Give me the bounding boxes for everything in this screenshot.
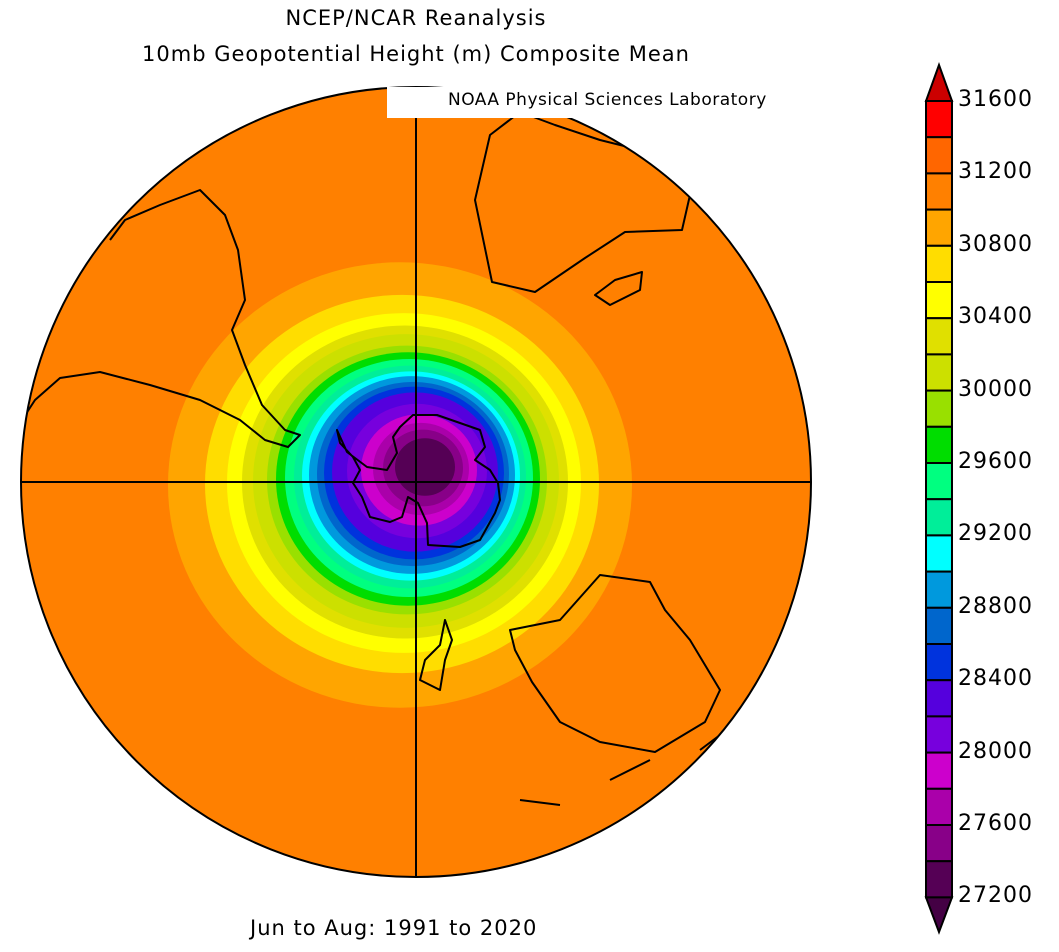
colorbar-box — [925, 172, 953, 211]
credit-text: NOAA Physical Sciences Laboratory — [448, 90, 767, 110]
colorbar-box — [925, 462, 953, 501]
colorbar — [924, 62, 954, 935]
colorbar-tick-label: 28800 — [958, 593, 1033, 619]
colorbar-box — [925, 425, 953, 464]
title-line-2: 10mb Geopotential Height (m) Composite M… — [142, 42, 690, 66]
colorbar-box — [925, 244, 953, 284]
colorbar-tick-label: 27600 — [958, 811, 1033, 836]
colorbar-tick-label: 30000 — [958, 376, 1033, 402]
colorbar-box — [925, 498, 953, 537]
colorbar-box — [925, 136, 953, 175]
colorbar-box — [925, 534, 953, 573]
colorbar-box — [925, 353, 953, 392]
colorbar-box — [925, 389, 953, 428]
colorbar-tick-label: 29200 — [958, 521, 1033, 547]
colorbar-box — [925, 824, 953, 863]
colorbar-box — [925, 715, 953, 754]
madagascar-coastline — [594, 271, 643, 306]
colorbar-tick-label: 31600 — [958, 87, 1033, 112]
colorbar-tick-label: 29600 — [958, 449, 1033, 474]
colorbar-box — [925, 679, 953, 718]
colorbar-tick-label: 28400 — [958, 666, 1033, 692]
colorbar-box — [925, 643, 953, 682]
new-zealand-coastline — [419, 619, 453, 691]
antarctica-coastline — [336, 414, 501, 548]
credit-background — [387, 87, 807, 118]
date-range: Jun to Aug: 1991 to 2020 — [250, 916, 538, 940]
colorbar-under-arrow — [924, 896, 954, 935]
colorbar-box — [925, 100, 953, 139]
contour-band — [395, 438, 455, 496]
colorbar-box — [925, 208, 953, 247]
colorbar-box — [925, 860, 953, 899]
colorbar-tick-label: 28000 — [958, 738, 1033, 764]
colorbar-box — [925, 281, 953, 320]
colorbar-tick-label: 31200 — [958, 159, 1033, 185]
contour-fills — [168, 262, 632, 708]
south-america-coastline — [21, 189, 301, 448]
australia-coastline — [509, 574, 721, 753]
colorbar-box — [925, 751, 953, 790]
colorbar-box — [925, 787, 953, 826]
title-line-1: NCEP/NCAR Reanalysis — [285, 6, 547, 30]
colorbar-box — [925, 570, 953, 609]
colorbar-tick-label: 27200 — [958, 883, 1033, 909]
colorbar-tick-label: 30800 — [958, 231, 1033, 257]
colorbar-box — [925, 317, 953, 356]
colorbar-box — [925, 606, 953, 645]
colorbar-tick-label: 30400 — [958, 304, 1033, 330]
colorbar-over-arrow — [924, 62, 954, 102]
